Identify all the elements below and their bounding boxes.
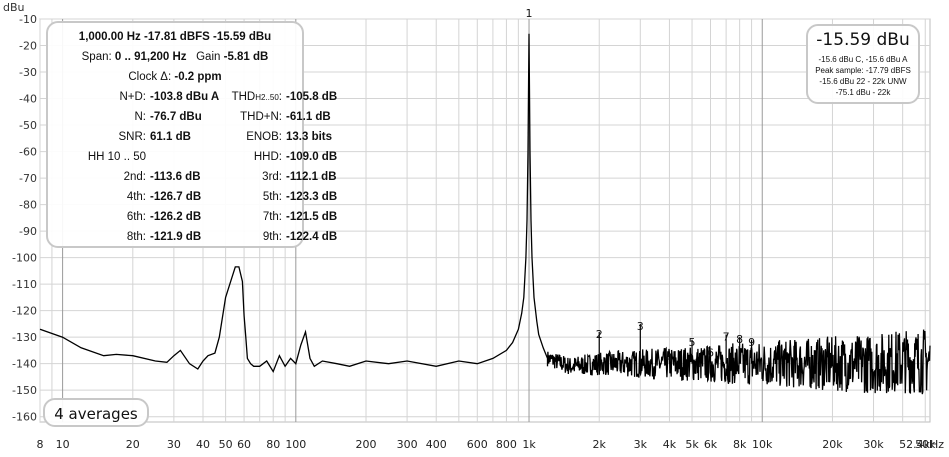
y-tick-label: -120 bbox=[12, 305, 37, 318]
stat-value-right: -123.3 dB bbox=[286, 191, 338, 203]
stat-key-left: N+D: bbox=[119, 91, 146, 103]
y-tick-label: -110 bbox=[12, 278, 37, 291]
harmonic-marker-label: 3 bbox=[637, 320, 644, 333]
stat-value-right: -109.0 dB bbox=[286, 151, 338, 163]
y-tick-label: -70 bbox=[19, 172, 37, 185]
y-tick-label: -80 bbox=[19, 199, 37, 212]
span-gain-readout: Span: 0 .. 91,200 Hz Gain -5.81 dB bbox=[81, 51, 269, 63]
y-tick-label: -160 bbox=[12, 411, 37, 424]
stat-key-left: HH 10 .. 50 bbox=[87, 151, 146, 163]
stat-value-left: -76.7 dBu bbox=[150, 111, 202, 123]
residual-line: -75.1 dBu - 22k bbox=[835, 88, 891, 97]
x-tick-label: 2k bbox=[593, 438, 607, 451]
averages-label: 4 averages bbox=[54, 405, 138, 423]
stat-value-right: -112.1 dB bbox=[286, 171, 337, 183]
harmonic-marker-label: 9 bbox=[748, 336, 755, 349]
x-tick-label: 600 bbox=[467, 438, 488, 451]
stat-key-right: HHD: bbox=[253, 151, 282, 163]
x-tick-label: 52.4kHz bbox=[899, 438, 944, 451]
stat-value-left: -113.6 dB bbox=[150, 171, 201, 183]
stat-value-left: -103.8 dBu A bbox=[150, 91, 220, 103]
stat-value-left: -126.2 dB bbox=[150, 211, 202, 223]
stat-value-left: 61.1 dB bbox=[150, 131, 191, 143]
y-tick-label: -60 bbox=[19, 146, 37, 159]
y-tick-label: -100 bbox=[12, 252, 37, 265]
x-tick-label: 1k bbox=[522, 438, 536, 451]
x-tick-label: 30 bbox=[167, 438, 181, 451]
y-tick-label: -150 bbox=[12, 384, 37, 397]
x-tick-label: 4k bbox=[663, 438, 677, 451]
x-tick-label: 80 bbox=[266, 438, 280, 451]
measurement-stats-panel: 1,000.00 Hz -17.81 dBFS -15.59 dBu Span:… bbox=[46, 21, 337, 248]
x-tick-label: 200 bbox=[356, 438, 377, 451]
stat-key-right: 3rd: bbox=[262, 171, 282, 183]
x-tick-label: 3k bbox=[634, 438, 648, 451]
harmonic-marker-label: 4 bbox=[666, 352, 673, 365]
x-tick-label: 50k bbox=[915, 438, 936, 451]
stat-key-left: 6th: bbox=[126, 211, 146, 223]
stat-key-right: 7th: bbox=[262, 211, 282, 223]
stat-key-right: 5th: bbox=[262, 191, 282, 203]
y-tick-label: -90 bbox=[19, 225, 37, 238]
stat-value-right: 13.3 bits bbox=[286, 131, 333, 143]
harmonic-marker-label: 6 bbox=[707, 346, 714, 359]
stat-key-left: SNR: bbox=[118, 131, 146, 143]
x-tick-label: 300 bbox=[397, 438, 418, 451]
y-tick-label: -10 bbox=[19, 13, 37, 26]
harmonic-marker-label: 2 bbox=[596, 328, 603, 341]
x-tick-label: 40 bbox=[196, 438, 210, 451]
stat-value-right: -61.1 dB bbox=[286, 111, 331, 123]
stat-key-right: THD+N: bbox=[240, 111, 282, 123]
stat-key-left: 4th: bbox=[126, 191, 146, 203]
x-tick-label: 8 bbox=[37, 438, 44, 451]
x-tick-label: 30k bbox=[863, 438, 884, 451]
harmonic-marker-label: 1 bbox=[526, 7, 533, 20]
unweighted-line: -15.6 dBu 22 - 22k UNW bbox=[819, 77, 907, 86]
spectrum-trace bbox=[39, 33, 931, 395]
x-tick-label: 6k bbox=[704, 438, 718, 451]
level-readout-panel: -15.59 dBu -15.6 dBu C, -15.6 dBu A Peak… bbox=[806, 24, 920, 104]
x-tick-label: 20k bbox=[822, 438, 843, 451]
x-tick-label: 20 bbox=[126, 438, 140, 451]
stat-key-right: ENOB: bbox=[246, 131, 282, 143]
y-tick-label: -50 bbox=[19, 119, 37, 132]
stat-key-left: 2nd: bbox=[123, 171, 146, 183]
x-tick-label: 8k bbox=[733, 438, 747, 451]
x-tick-label: 100 bbox=[285, 438, 306, 451]
x-tick-label: 400 bbox=[426, 438, 447, 451]
harmonic-marker-label: 7 bbox=[723, 330, 730, 343]
stat-value-right: -122.4 dB bbox=[286, 231, 338, 243]
level-value: -15.59 dBu bbox=[816, 30, 910, 50]
stat-value-left: -121.9 dB bbox=[150, 231, 202, 243]
x-tick-label: 5k bbox=[685, 438, 699, 451]
x-tick-label: 60 bbox=[237, 438, 251, 451]
stat-value-left: -126.7 dB bbox=[150, 191, 202, 203]
stat-key-left: N: bbox=[134, 111, 147, 123]
stat-value-right: -121.5 dB bbox=[286, 211, 338, 223]
stat-key-left: 8th: bbox=[126, 231, 146, 243]
averages-badge[interactable]: 4 averages bbox=[43, 398, 149, 427]
x-tick-label: 50 bbox=[219, 438, 233, 451]
harmonic-marker-label: 8 bbox=[736, 333, 743, 346]
stat-key-right: THDH2..50: bbox=[231, 91, 282, 103]
thd-label: THD bbox=[231, 91, 256, 103]
clock-readout: Clock Δ: -0.2 ppm bbox=[128, 71, 222, 83]
y-tick-label: -130 bbox=[12, 331, 37, 344]
x-tick-label: 800 bbox=[496, 438, 517, 451]
y-tick-label: -40 bbox=[19, 93, 37, 106]
thd-range-subscript: H2..50 bbox=[255, 93, 279, 102]
fundamental-readout: 1,000.00 Hz -17.81 dBFS -15.59 dBu bbox=[78, 31, 272, 43]
y-axis-label: dBu bbox=[3, 1, 25, 14]
y-tick-label: -30 bbox=[19, 66, 37, 79]
x-tick-label: 10k bbox=[752, 438, 773, 451]
harmonic-marker-label: 5 bbox=[689, 336, 696, 349]
y-tick-label: -140 bbox=[12, 358, 37, 371]
stat-key-right: 9th: bbox=[262, 231, 282, 243]
x-tick-label: 10 bbox=[56, 438, 70, 451]
level-weighted-line: -15.6 dBu C, -15.6 dBu A bbox=[818, 55, 908, 64]
stat-value-right: -105.8 dB bbox=[286, 91, 338, 103]
peak-sample-line: Peak sample: -17.79 dBFS bbox=[815, 66, 911, 75]
y-tick-label: -20 bbox=[19, 40, 37, 53]
